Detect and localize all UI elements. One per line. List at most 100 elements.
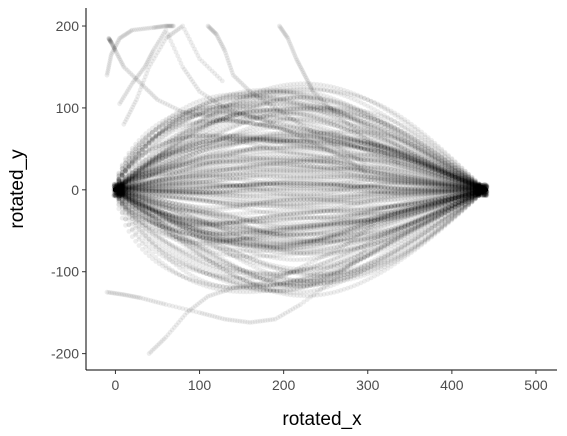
data-point xyxy=(207,154,213,160)
data-point xyxy=(193,113,199,119)
data-point xyxy=(190,114,196,120)
data-point xyxy=(436,171,441,177)
data-point xyxy=(220,153,226,159)
data-point xyxy=(123,164,128,170)
data-point xyxy=(254,155,260,161)
data-point xyxy=(483,187,488,193)
data-point xyxy=(271,157,276,163)
data-point xyxy=(392,159,398,165)
data-point xyxy=(170,122,176,127)
data-point xyxy=(187,158,192,163)
data-point xyxy=(153,133,159,138)
data-point xyxy=(264,156,270,162)
data-point xyxy=(129,155,135,161)
data-point xyxy=(180,117,186,123)
data-point xyxy=(230,153,236,159)
data-point xyxy=(405,162,411,168)
data-point xyxy=(173,162,179,167)
data-point xyxy=(129,180,135,185)
data-point xyxy=(291,158,297,164)
data-point xyxy=(170,163,176,169)
data-point xyxy=(187,115,192,121)
data-point xyxy=(415,165,421,170)
data-point xyxy=(402,161,408,167)
data-point xyxy=(442,174,448,179)
data-point xyxy=(281,158,287,164)
data-points xyxy=(104,23,490,356)
data-point xyxy=(150,171,155,177)
data-point xyxy=(449,176,455,182)
data-point xyxy=(388,159,394,164)
data-point xyxy=(331,158,337,164)
data-point xyxy=(197,112,202,118)
data-point xyxy=(113,187,118,193)
data-point xyxy=(375,157,381,163)
data-point xyxy=(123,182,128,188)
data-point xyxy=(267,157,273,162)
data-point xyxy=(193,156,199,162)
data-point xyxy=(166,124,172,129)
data-point xyxy=(439,172,445,178)
data-point xyxy=(318,159,324,164)
data-point xyxy=(395,160,401,166)
data-point xyxy=(210,154,216,159)
data-point xyxy=(409,163,414,169)
data-point xyxy=(338,158,344,163)
data-point xyxy=(180,160,186,165)
data-point xyxy=(240,154,246,160)
data-point xyxy=(197,155,202,161)
data-point xyxy=(419,166,424,171)
data-point xyxy=(466,182,472,188)
data-point xyxy=(355,157,361,163)
data-point xyxy=(234,153,240,159)
data-point xyxy=(126,159,132,165)
data-point xyxy=(116,176,122,182)
data-point xyxy=(133,151,139,157)
data-point xyxy=(362,157,367,163)
data-point xyxy=(140,175,145,181)
data-point xyxy=(237,154,243,159)
data-point xyxy=(203,154,209,160)
data-point xyxy=(146,138,152,144)
data-point xyxy=(341,157,347,163)
data-point xyxy=(143,174,149,180)
data-point xyxy=(143,141,149,147)
data-point xyxy=(136,148,142,153)
data-point xyxy=(459,179,465,185)
data-point xyxy=(479,186,485,192)
data-point xyxy=(469,183,475,189)
data-point xyxy=(345,157,350,163)
data-point xyxy=(348,157,354,163)
data-point xyxy=(284,158,290,164)
data-point xyxy=(214,153,219,159)
data-point xyxy=(177,119,182,124)
data-point xyxy=(150,135,155,141)
data-point xyxy=(311,159,317,164)
data-point xyxy=(351,157,357,163)
data-point xyxy=(378,157,384,163)
data-point xyxy=(119,169,125,175)
data-point xyxy=(476,185,482,191)
data-point xyxy=(298,159,303,164)
data-point xyxy=(372,157,377,163)
data-point xyxy=(429,169,435,175)
data-point xyxy=(325,158,330,164)
data-point xyxy=(163,126,169,131)
data-point xyxy=(314,159,320,164)
data-point xyxy=(217,153,223,159)
data-point xyxy=(119,184,125,190)
data-point xyxy=(382,158,387,164)
data-point xyxy=(257,156,263,161)
data-point xyxy=(335,158,340,164)
data-point xyxy=(425,168,431,174)
data-point xyxy=(385,158,391,164)
data-point xyxy=(365,157,371,163)
data-point xyxy=(274,157,280,163)
data-point xyxy=(244,154,250,160)
data-point xyxy=(261,156,266,162)
data-point xyxy=(368,157,374,163)
data-point xyxy=(399,160,404,166)
data-point xyxy=(160,167,165,172)
data-point xyxy=(160,128,165,134)
